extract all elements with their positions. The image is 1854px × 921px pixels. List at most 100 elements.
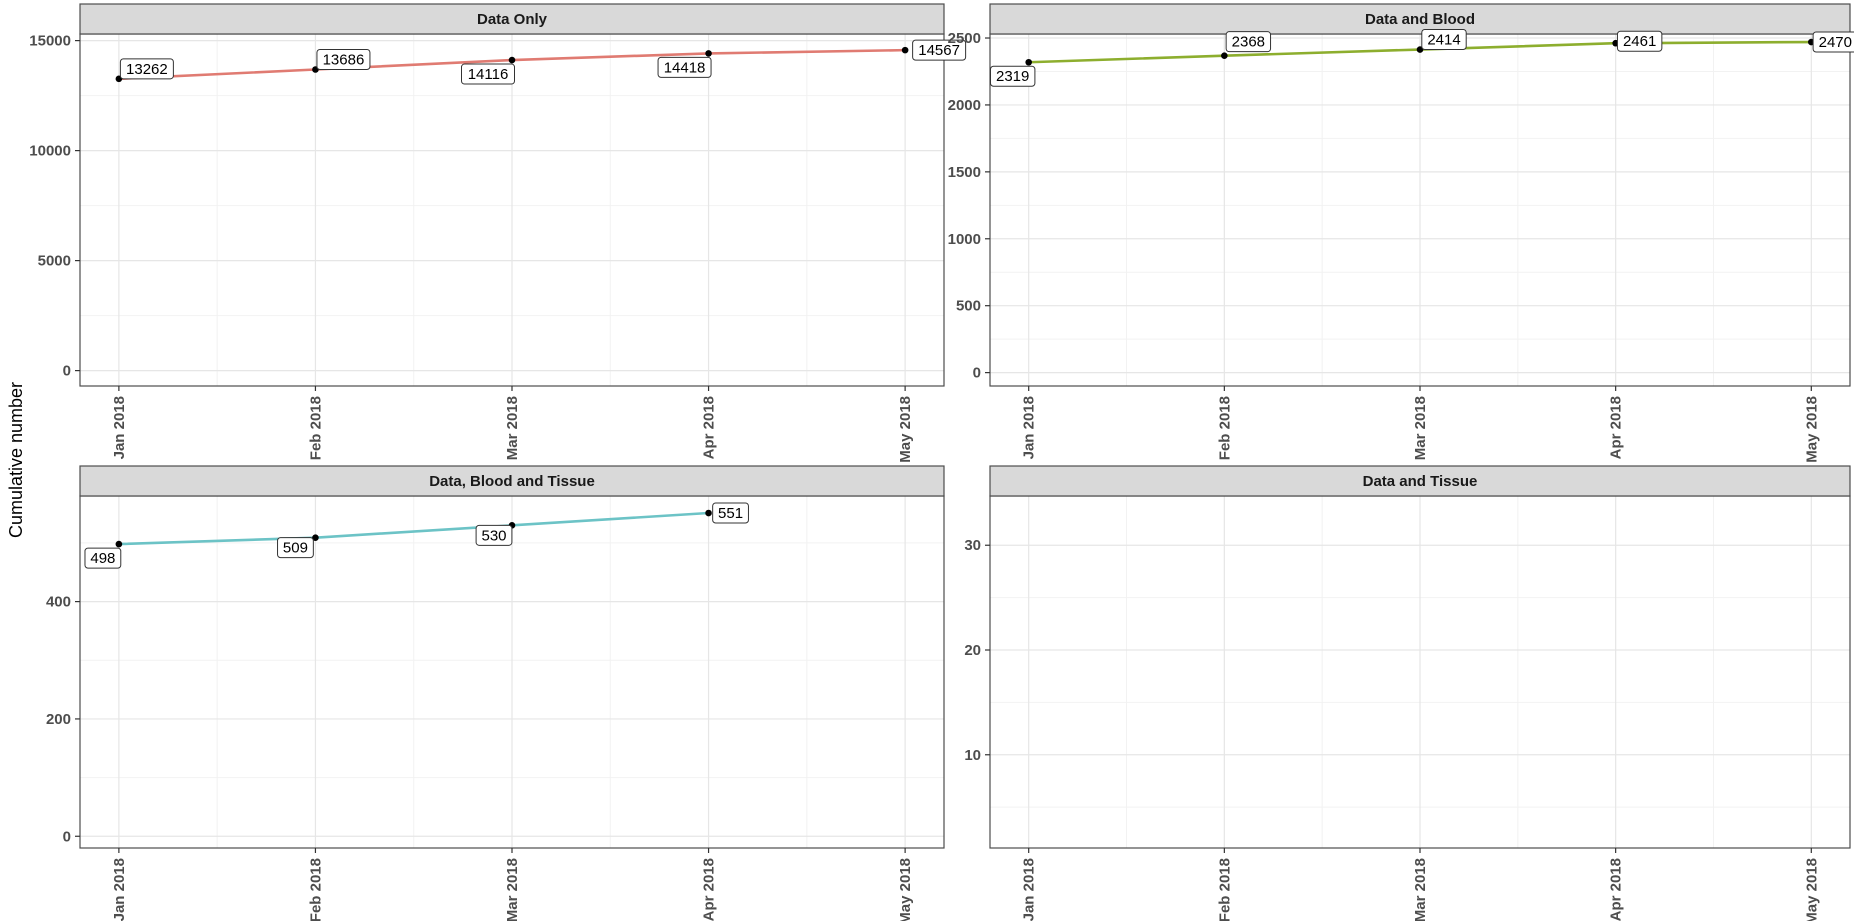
data-label: 13262	[119, 58, 174, 80]
x-tick-label: Mar 2018	[504, 858, 521, 921]
data-label-box	[912, 39, 967, 61]
x-tick-label: Feb 2018	[1216, 396, 1233, 460]
panel-3: Data and Tissue 10 20 30 Jan 2018 Feb 2018 Mar…	[964, 465, 1851, 921]
facet-title: Data Only	[477, 11, 548, 28]
x-tick-label: May 2018	[897, 858, 914, 921]
data-label-text: 13262	[126, 61, 168, 78]
x-tick-label: Apr 2018	[1608, 396, 1625, 459]
data-label: 551	[712, 502, 749, 524]
y-tick-label: 15000	[29, 33, 71, 50]
data-label: 530	[475, 524, 513, 546]
y-tick-label: 5000	[38, 253, 71, 270]
data-label-text: 530	[481, 527, 506, 544]
x-tick-label: May 2018	[1803, 396, 1820, 463]
data-label-text: 551	[718, 505, 743, 522]
y-tick-label: 1000	[948, 231, 981, 248]
x-tick-label: May 2018	[1803, 858, 1820, 921]
x-tick-label: Jan 2018	[111, 396, 128, 459]
data-label-text: 2461	[1623, 33, 1656, 50]
x-tick-label: Feb 2018	[307, 858, 324, 921]
data-label: 509	[277, 537, 314, 559]
x-tick-label: Jan 2018	[1021, 396, 1038, 459]
data-label-box	[277, 537, 314, 559]
y-tick-label: 30	[964, 537, 981, 554]
facet-strip	[79, 465, 945, 497]
data-label-box	[990, 65, 1036, 87]
data-point	[1221, 52, 1228, 59]
facet-title: Data and Blood	[1365, 11, 1475, 28]
data-label-box	[1421, 29, 1467, 51]
y-tick-label: 10	[964, 747, 981, 764]
y-tick-label: 2000	[948, 97, 981, 114]
data-label-text: 14116	[468, 66, 509, 83]
x-tick-label: Jan 2018	[111, 858, 128, 921]
data-point	[1025, 58, 1032, 66]
x-tick-label: Apr 2018	[701, 858, 718, 921]
facet-title: Data and Tissue	[1363, 473, 1478, 490]
panel-1: Data and Blood 0 500 1000 1500 2000 2500 Jan 20…	[948, 3, 1854, 463]
data-point	[312, 534, 319, 541]
data-label-box	[461, 63, 515, 85]
y-tick-label: 2500	[948, 30, 981, 47]
data-label-text: 13686	[323, 52, 365, 69]
x-tick-label: Feb 2018	[307, 396, 324, 460]
facet-strip	[989, 465, 1851, 497]
data-label-box	[712, 502, 749, 524]
data-label-text: 2414	[1427, 32, 1460, 49]
data-label-box	[657, 56, 712, 78]
panel-2: Data, Blood and Tissue 0 200 400 Jan 2018 Feb…	[46, 465, 945, 921]
data-label: 13686	[316, 49, 371, 71]
data-label-text: 2368	[1232, 34, 1265, 51]
data-label: 2461	[1616, 30, 1663, 52]
y-tick-label: 0	[63, 363, 71, 380]
data-label: 2414	[1421, 29, 1467, 51]
series-line	[118, 511, 709, 546]
data-label: 14418	[657, 56, 712, 78]
data-label: 14116	[461, 63, 515, 85]
data-label-box	[316, 49, 371, 71]
facet-strip	[989, 3, 1851, 35]
data-label-box	[84, 547, 122, 569]
y-tick-label: 0	[63, 828, 71, 845]
x-tick-label: Jan 2018	[1021, 858, 1038, 921]
data-label: 2368	[1225, 31, 1272, 53]
data-label: 498	[84, 547, 122, 569]
data-label: 2470	[1812, 31, 1854, 53]
y-tick-label: 20	[964, 642, 981, 659]
facet-strip	[79, 3, 945, 35]
y-tick-label: 500	[956, 298, 981, 315]
y-tick-label: 400	[46, 594, 71, 611]
x-tick-label: Mar 2018	[504, 396, 521, 460]
x-tick-label: Apr 2018	[701, 396, 718, 459]
data-point	[705, 509, 712, 517]
data-label: 2319	[990, 65, 1036, 87]
data-point	[901, 46, 909, 54]
x-tick-label: May 2018	[897, 396, 914, 463]
data-label-box	[1812, 31, 1854, 53]
data-label-text: 14567	[918, 42, 960, 59]
x-tick-label: Apr 2018	[1608, 858, 1625, 921]
data-label-box	[1616, 30, 1663, 52]
x-tick-label: Mar 2018	[1412, 858, 1429, 921]
data-point	[508, 56, 516, 64]
data-point	[705, 50, 712, 57]
data-label: 14567	[912, 39, 967, 61]
data-label-text: 2319	[996, 68, 1029, 85]
x-tick-label: Feb 2018	[1216, 858, 1233, 921]
y-tick-label: 200	[46, 711, 71, 728]
y-tick-label: 1500	[948, 164, 981, 181]
x-tick-label: Mar 2018	[1412, 396, 1429, 460]
data-label-text: 2470	[1819, 34, 1852, 51]
data-label-text: 14418	[664, 59, 706, 76]
data-label-box	[1225, 31, 1272, 53]
data-label-box	[475, 524, 513, 546]
data-label-text: 509	[283, 540, 308, 557]
data-label-text: 498	[90, 550, 115, 567]
y-tick-label: 0	[973, 365, 981, 382]
y-tick-label: 10000	[29, 143, 71, 160]
y-axis-label: Cumulative number	[6, 382, 26, 538]
panel-0: Data Only 0 5000 10000 15000 Jan 2018 Feb 2018…	[29, 3, 967, 463]
facet-title: Data, Blood and Tissue	[429, 473, 595, 490]
data-point	[115, 540, 123, 548]
